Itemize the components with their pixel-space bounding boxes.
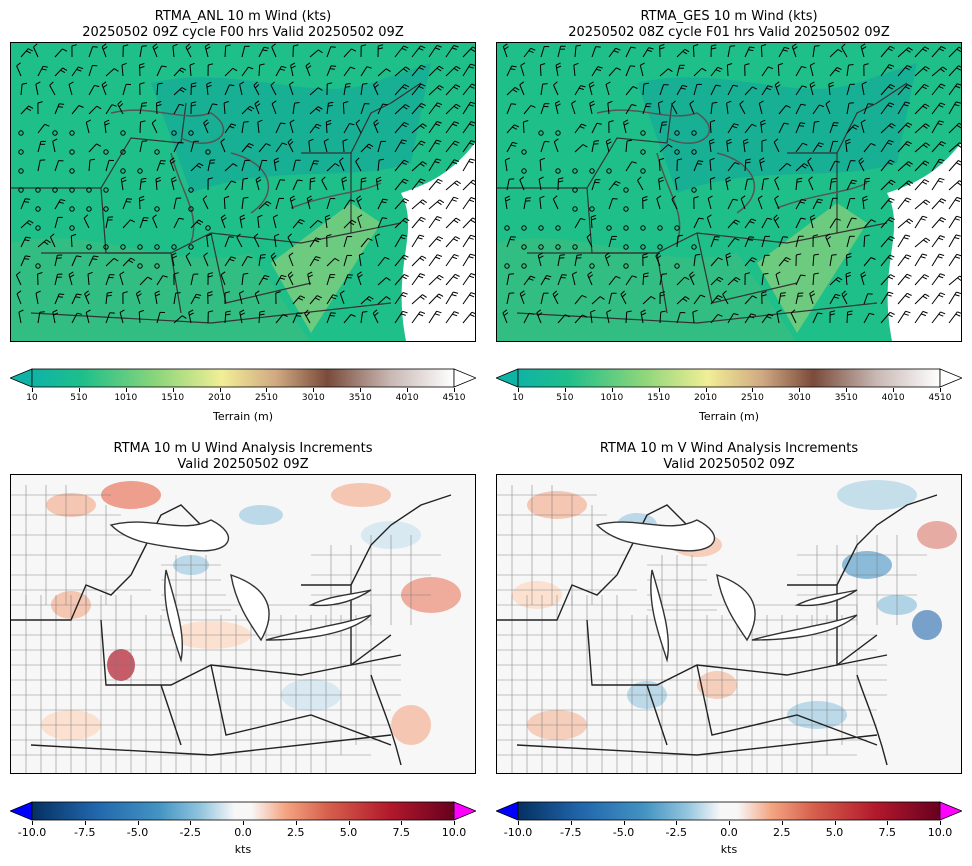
increment-map-u	[10, 474, 476, 774]
colorbar-tick-mark	[752, 388, 753, 392]
colorbar-tick-mark	[940, 388, 941, 392]
colorbar-tick-label: 2.5	[287, 826, 305, 839]
colorbar-tick-label: 1510	[647, 393, 670, 403]
title-line2: 20250502 09Z cycle F00 hrs Valid 2025050…	[10, 25, 476, 41]
colorbar-tick-mark	[706, 388, 707, 392]
colorbar-tick-mark	[126, 388, 127, 392]
colorbar-tick-mark	[79, 388, 80, 392]
colorbar-tick-label: 10	[26, 393, 37, 403]
increment-map-v	[496, 474, 962, 774]
colorbar-label-u: kts	[10, 843, 476, 856]
colorbar-tick-mark	[782, 821, 783, 825]
panel-title-ges: RTMA_GES 10 m Wind (kts) 20250502 08Z cy…	[496, 9, 962, 41]
colorbar-tick-mark	[835, 821, 836, 825]
colorbar-tick-mark	[518, 388, 519, 392]
colorbar-tick-label: -7.5	[560, 826, 581, 839]
colorbar-tick-mark	[32, 821, 33, 825]
colorbar-tick-label: 2010	[208, 393, 231, 403]
colorbar-label-anl: Terrain (m)	[10, 410, 476, 423]
colorbar-tick-label: 3010	[788, 393, 811, 403]
colorbar-tick-mark	[729, 821, 730, 825]
wind-map-anl	[10, 42, 476, 342]
colorbar-tick-mark	[659, 388, 660, 392]
title-line1: RTMA_GES 10 m Wind (kts)	[496, 9, 962, 25]
colorbar-tick-label: 4010	[882, 393, 905, 403]
colorbar-tick-mark	[360, 388, 361, 392]
wind-map-ges	[496, 42, 962, 342]
title-line2: Valid 20250502 09Z	[496, 457, 962, 473]
title-line2: 20250502 08Z cycle F01 hrs Valid 2025050…	[496, 25, 962, 41]
title-line2: Valid 20250502 09Z	[10, 457, 476, 473]
colorbar-tick-label: -10.0	[504, 826, 532, 839]
colorbar-tick-mark	[173, 388, 174, 392]
colorbar-tick-mark	[799, 388, 800, 392]
colorbar-tick-label: 0.0	[720, 826, 738, 839]
colorbar-tick-label: 5.0	[826, 826, 844, 839]
title-line1: RTMA 10 m U Wind Analysis Increments	[10, 441, 476, 457]
colorbar-tick-label: -5.0	[127, 826, 148, 839]
colorbar-tick-label: 10.0	[442, 826, 467, 839]
colorbar-tick-mark	[612, 388, 613, 392]
colorbar-tick-label: -7.5	[74, 826, 95, 839]
colorbar-tick-label: 1510	[161, 393, 184, 403]
colorbar-tick-label: 7.5	[879, 826, 897, 839]
colorbar-label-v: kts	[496, 843, 962, 856]
colorbar-tick-mark	[887, 821, 888, 825]
colorbar-tick-mark	[401, 821, 402, 825]
colorbar-tick-mark	[893, 388, 894, 392]
colorbar-terrain-anl	[10, 368, 476, 396]
colorbar-tick-label: 4510	[443, 393, 466, 403]
colorbar-tick-mark	[940, 821, 941, 825]
colorbar-tick-label: 510	[556, 393, 573, 403]
colorbar-tick-label: 4510	[929, 393, 952, 403]
colorbar-tick-label: 0.0	[234, 826, 252, 839]
colorbar-tick-mark	[571, 821, 572, 825]
colorbar-tick-mark	[846, 388, 847, 392]
colorbar-tick-mark	[454, 388, 455, 392]
colorbar-tick-label: 10.0	[928, 826, 953, 839]
colorbar-tick-mark	[518, 821, 519, 825]
colorbar-tick-label: 4010	[396, 393, 419, 403]
colorbar-tick-label: 7.5	[393, 826, 411, 839]
panel-title-anl: RTMA_ANL 10 m Wind (kts) 20250502 09Z cy…	[10, 9, 476, 41]
colorbar-tick-label: -10.0	[18, 826, 46, 839]
colorbar-tick-label: -2.5	[180, 826, 201, 839]
colorbar-tick-mark	[190, 821, 191, 825]
colorbar-tick-mark	[349, 821, 350, 825]
colorbar-tick-label: -2.5	[666, 826, 687, 839]
colorbar-tick-label: 2510	[741, 393, 764, 403]
colorbar-tick-mark	[565, 388, 566, 392]
colorbar-label-ges: Terrain (m)	[496, 410, 962, 423]
colorbar-tick-mark	[220, 388, 221, 392]
colorbar-tick-mark	[296, 821, 297, 825]
colorbar-tick-label: 3010	[302, 393, 325, 403]
colorbar-terrain-ges	[496, 368, 962, 396]
title-line1: RTMA 10 m V Wind Analysis Increments	[496, 441, 962, 457]
colorbar-tick-mark	[407, 388, 408, 392]
title-line1: RTMA_ANL 10 m Wind (kts)	[10, 9, 476, 25]
colorbar-tick-label: 1010	[600, 393, 623, 403]
colorbar-tick-mark	[676, 821, 677, 825]
colorbar-tick-label: 10	[512, 393, 523, 403]
colorbar-tick-label: 5.0	[340, 826, 358, 839]
colorbar-tick-label: -5.0	[613, 826, 634, 839]
colorbar-tick-mark	[454, 821, 455, 825]
colorbar-tick-mark	[266, 388, 267, 392]
colorbar-tick-mark	[32, 388, 33, 392]
colorbar-tick-label: 3510	[349, 393, 372, 403]
colorbar-tick-label: 2010	[694, 393, 717, 403]
colorbar-tick-label: 2510	[255, 393, 278, 403]
colorbar-tick-mark	[313, 388, 314, 392]
colorbar-tick-label: 3510	[835, 393, 858, 403]
colorbar-tick-mark	[624, 821, 625, 825]
colorbar-tick-label: 1010	[114, 393, 137, 403]
panel-title-v: RTMA 10 m V Wind Analysis Increments Val…	[496, 441, 962, 473]
colorbar-tick-label: 2.5	[773, 826, 791, 839]
colorbar-tick-mark	[138, 821, 139, 825]
colorbar-tick-label: 510	[70, 393, 87, 403]
panel-title-u: RTMA 10 m U Wind Analysis Increments Val…	[10, 441, 476, 473]
colorbar-tick-mark	[243, 821, 244, 825]
colorbar-tick-mark	[85, 821, 86, 825]
